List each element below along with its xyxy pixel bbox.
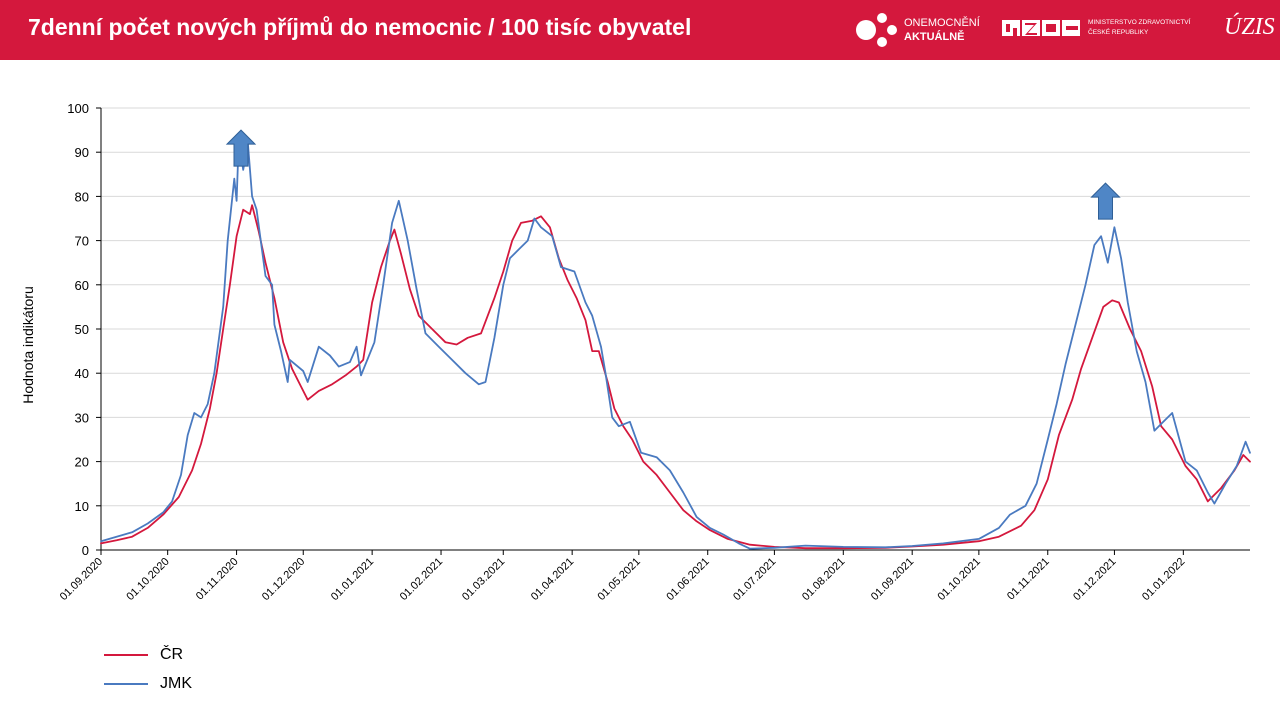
logo-mz-line2: ČESKÉ REPUBLIKY xyxy=(1088,29,1149,36)
x-tick-label: 01.04.2021 xyxy=(529,556,576,603)
legend-swatch-jmk xyxy=(104,683,148,685)
y-tick-label: 90 xyxy=(75,145,89,160)
y-tick-label: 20 xyxy=(75,455,89,470)
dots-logo-icon xyxy=(856,13,897,47)
x-tick-label: 01.07.2021 xyxy=(731,556,778,603)
x-tick-label: 01.02.2021 xyxy=(398,556,445,603)
x-tick-label: 01.08.2021 xyxy=(800,556,847,603)
x-tick-label: 01.10.2020 xyxy=(124,556,171,603)
y-tick-label: 60 xyxy=(75,278,89,293)
line-chart: 0 10 20 30 40 50 60 70 80 90 100 01.09.2020 01.10.2… xyxy=(20,101,1251,603)
y-tick-labels: 0 10 20 30 40 50 60 70 80 90 100 xyxy=(67,101,101,558)
legend-label-cr: ČR xyxy=(160,646,184,663)
series-lines xyxy=(100,138,1251,550)
logo-mz-line1: MINISTERSTVO ZDRAVOTNICTVÍ xyxy=(1088,19,1191,26)
x-tick-label: 01.11.2021 xyxy=(1005,556,1052,603)
y-tick-label: 80 xyxy=(75,189,89,204)
x-tick-label: 01.12.2020 xyxy=(260,556,307,603)
y-tick-label: 100 xyxy=(67,101,89,116)
onemocneni-aktualne-logo: ONEMOCNĚNÍ AKTUÁLNĚ xyxy=(852,8,992,52)
y-tick-label: 70 xyxy=(75,234,89,249)
series-line-cr xyxy=(100,204,1251,550)
x-tick-label: 01.05.2021 xyxy=(596,556,643,603)
up-arrow-icon xyxy=(1090,182,1121,220)
legend-swatch-cr xyxy=(104,654,148,656)
grid-lines xyxy=(101,107,1250,507)
y-tick-label: 10 xyxy=(75,499,89,514)
logo-oa-line1: ONEMOCNĚNÍ xyxy=(904,17,980,29)
y-axis-label: Hodnota indikátoru xyxy=(20,286,36,404)
y-tick-label: 0 xyxy=(82,543,89,558)
annotations xyxy=(225,129,1121,220)
x-tick-labels: 01.09.2020 01.10.2020 01.11.2020 01.12.2020… xyxy=(58,550,1187,603)
ministry-logo: MINISTERSTVO ZDRAVOTNICTVÍ ČESKÉ REPUBLI… xyxy=(1000,8,1215,52)
x-tick-label: 01.01.2022 xyxy=(1140,556,1187,603)
x-tick-label: 01.10.2021 xyxy=(936,556,983,603)
uzis-logo: ÚZIS xyxy=(1224,8,1275,52)
x-tick-label: 01.12.2021 xyxy=(1071,556,1118,603)
logo-oa-line2: AKTUÁLNĚ xyxy=(904,31,965,43)
legend-item-jmk: JMK xyxy=(100,673,260,695)
header-bar: 7denní počet nových příjmů do nemocnic /… xyxy=(0,0,1280,60)
x-tick-label: 01.11.2020 xyxy=(194,556,241,603)
x-tick-label: 01.09.2021 xyxy=(869,556,916,603)
page-title: 7denní počet nových příjmů do nemocnic /… xyxy=(28,14,692,40)
mzcr-wordmark-icon xyxy=(1002,20,1080,36)
x-tick-label: 01.06.2021 xyxy=(664,556,711,603)
legend-label-jmk: JMK xyxy=(160,675,192,692)
uzis-logo-text: ÚZIS xyxy=(1224,14,1275,40)
up-arrow-icon xyxy=(225,129,257,167)
legend-item-cr: ČR xyxy=(100,644,260,666)
x-tick-label: 01.03.2021 xyxy=(460,556,507,603)
y-tick-label: 30 xyxy=(75,410,89,425)
y-tick-label: 40 xyxy=(75,366,89,381)
x-tick-label: 01.01.2021 xyxy=(329,556,376,603)
y-tick-label: 50 xyxy=(75,322,89,337)
x-tick-label: 01.09.2020 xyxy=(58,556,105,603)
series-line-jmk xyxy=(100,138,1251,550)
